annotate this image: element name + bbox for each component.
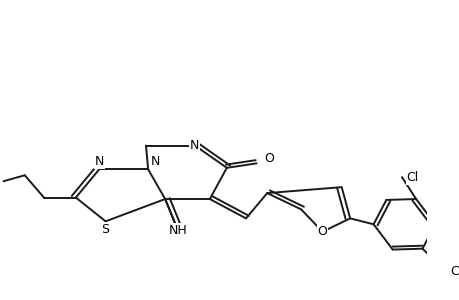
Text: Cl: Cl <box>405 171 418 184</box>
Text: Cl: Cl <box>449 265 459 278</box>
Text: S: S <box>101 223 109 236</box>
Text: N: N <box>151 155 160 168</box>
Text: O: O <box>264 152 274 165</box>
Text: NH: NH <box>168 224 187 237</box>
Text: N: N <box>95 155 104 168</box>
Text: N: N <box>190 139 199 152</box>
Text: O: O <box>317 225 327 238</box>
